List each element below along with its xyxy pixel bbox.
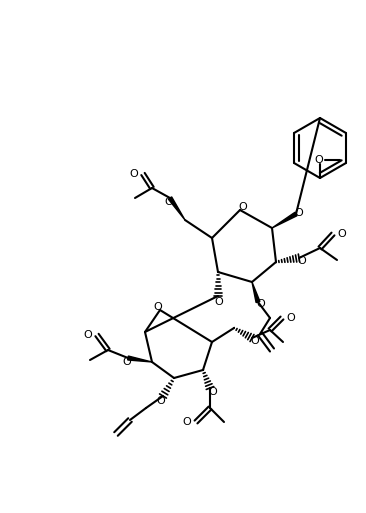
Text: O: O [239,202,247,212]
Text: O: O [154,302,163,312]
Polygon shape [272,212,297,228]
Text: O: O [123,357,131,367]
Text: O: O [295,208,303,218]
Text: O: O [257,299,265,309]
Text: O: O [130,169,138,179]
Text: O: O [157,396,165,406]
Text: O: O [209,387,217,397]
Text: O: O [251,336,259,346]
Text: O: O [83,330,92,340]
Text: O: O [165,197,173,207]
Text: O: O [183,417,191,427]
Text: O: O [287,313,295,323]
Text: O: O [315,155,324,165]
Text: O: O [298,256,306,266]
Text: O: O [214,297,223,307]
Polygon shape [252,282,260,303]
Polygon shape [168,197,185,220]
Polygon shape [128,356,152,362]
Text: O: O [337,229,346,239]
